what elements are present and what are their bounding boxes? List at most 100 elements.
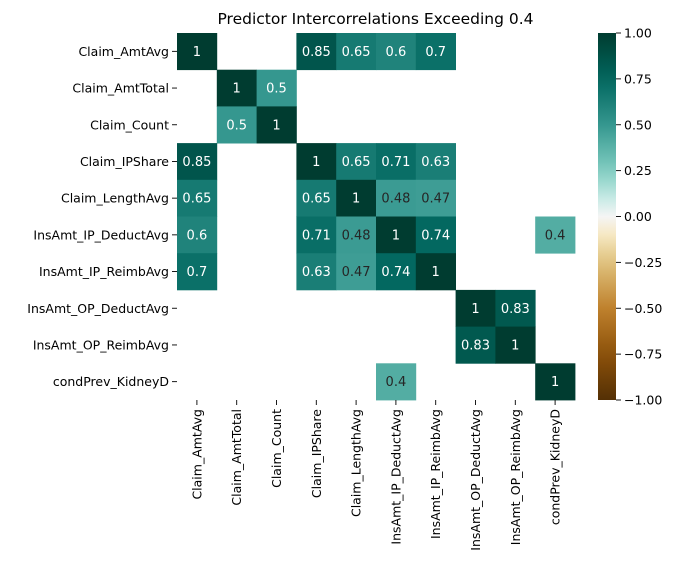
heatmap-cell xyxy=(177,179,218,217)
cell-value-label: 0.65 xyxy=(182,192,211,207)
colorbar: 1.00 0.75 0.50 0.25 0.00 −0.25 −0.50 −0.75 −1.00 xyxy=(598,26,662,408)
x-tick-label: InsAmt_IP_DeductAvg xyxy=(388,409,403,545)
cell-value-label: 0.83 xyxy=(501,302,530,317)
heatmap-cell xyxy=(376,253,417,291)
y-tick-label: Claim_IPShare xyxy=(80,154,169,169)
heatmap-cell xyxy=(336,179,377,217)
heatmap-cell xyxy=(177,216,218,254)
heatmap-cell xyxy=(296,216,337,254)
colorbar-tick-label: 0.50 xyxy=(624,117,652,132)
cell-value-label: 0.7 xyxy=(425,45,446,60)
heatmap-cell xyxy=(376,33,417,71)
y-tick-label: InsAmt_IP_ReimbAvg xyxy=(39,264,169,279)
colorbar-tick-label: −1.00 xyxy=(624,393,662,408)
heatmap-cell xyxy=(336,216,377,254)
x-tick-label: Claim_LengthAvg xyxy=(349,409,364,517)
heatmap-cell xyxy=(177,253,218,291)
cell-value-label: 0.65 xyxy=(342,45,371,60)
cell-value-label: 0.83 xyxy=(461,338,490,353)
colorbar-tick-label: −0.50 xyxy=(624,301,662,316)
cell-value-label: 0.5 xyxy=(226,118,247,133)
cell-value-label: 0.48 xyxy=(381,192,410,207)
y-tick-label: InsAmt_OP_ReimbAvg xyxy=(33,337,169,352)
heatmap-cell xyxy=(177,33,218,71)
heatmap-cell xyxy=(256,69,297,107)
heatmap-cell xyxy=(336,253,377,291)
y-tick-label: InsAmt_OP_DeductAvg xyxy=(27,301,169,316)
heatmap-cell xyxy=(376,179,417,217)
cell-value-label: 0.85 xyxy=(302,45,331,60)
heatmap-cells: 1 0.85 0.65 0.6 0.71 0.50.5 10.85 1 0.65 0.71 0.63… xyxy=(177,33,576,401)
cell-value-label: 1 xyxy=(392,228,400,243)
cell-value-label: 0.6 xyxy=(187,228,208,243)
colorbar-gradient xyxy=(598,33,616,400)
heatmap-cell xyxy=(415,33,456,71)
cell-value-label: 1 xyxy=(511,338,519,353)
x-tick-label: Claim_AmtTotal xyxy=(229,409,244,506)
colorbar-tick-label: −0.25 xyxy=(624,255,662,270)
heatmap-cell xyxy=(376,363,417,401)
cell-value-label: 1 xyxy=(432,265,440,280)
cell-value-label: 1 xyxy=(312,155,320,170)
heatmap-cell xyxy=(177,143,218,181)
heatmap-cell xyxy=(415,179,456,217)
heatmap-cell xyxy=(495,289,536,327)
cell-value-label: 1 xyxy=(471,302,479,317)
heatmap-cell xyxy=(535,216,576,254)
colorbar-tick-label: 0.75 xyxy=(624,71,652,86)
colorbar-tick-label: 1.00 xyxy=(624,26,652,41)
heatmap-cell xyxy=(415,143,456,181)
heatmap-cell xyxy=(296,143,337,181)
y-tick-label: InsAmt_IP_DeductAvg xyxy=(33,227,169,242)
cell-value-label: 1 xyxy=(272,118,280,133)
x-tick-label: InsAmt_OP_ReimbAvg xyxy=(508,409,523,545)
heatmap-cell xyxy=(336,33,377,71)
heatmap-cell xyxy=(495,326,536,364)
y-tick-label: Claim_LengthAvg xyxy=(61,191,169,206)
heatmap-cell xyxy=(376,216,417,254)
cell-value-label: 1 xyxy=(352,192,360,207)
heatmap-cell xyxy=(336,143,377,181)
heatmap-cell xyxy=(296,179,337,217)
heatmap-cell xyxy=(455,326,496,364)
y-tick-label: condPrev_KidneyD xyxy=(53,374,169,389)
x-tick-labels: Claim_AmtAvg Claim_AmtTotal Claim_Count Cla… xyxy=(189,400,563,551)
cell-value-label: 0.47 xyxy=(342,265,371,280)
heatmap-cell xyxy=(256,106,297,144)
x-tick-label: Claim_IPShare xyxy=(309,409,324,498)
cell-value-label: 1 xyxy=(233,82,241,97)
chart-title: Predictor Intercorrelations Exceeding 0.… xyxy=(217,10,533,28)
heatmap-cell xyxy=(216,69,257,107)
colorbar-tick-label: 0.00 xyxy=(624,209,652,224)
y-tick-label: Claim_AmtAvg xyxy=(78,44,169,59)
cell-value-label: 0.65 xyxy=(302,192,331,207)
heatmap-cell xyxy=(216,106,257,144)
heatmap-cell xyxy=(296,253,337,291)
x-tick-label: Claim_AmtAvg xyxy=(189,409,204,500)
heatmap-cell xyxy=(415,253,456,291)
cell-value-label: 1 xyxy=(551,375,559,390)
cell-value-label: 0.65 xyxy=(342,155,371,170)
cell-value-label: 0.7 xyxy=(187,265,208,280)
cell-value-label: 0.47 xyxy=(421,192,450,207)
colorbar-tick-label: −0.75 xyxy=(624,347,662,362)
x-tick-label: condPrev_KidneyD xyxy=(548,409,563,525)
cell-value-label: 0.71 xyxy=(302,228,331,243)
y-tick-label: Claim_Count xyxy=(90,117,169,132)
heatmap-cell xyxy=(535,363,576,401)
heatmap-cell xyxy=(296,33,337,71)
cell-value-label: 0.71 xyxy=(381,155,410,170)
cell-value-label: 0.4 xyxy=(386,375,407,390)
cell-value-label: 0.74 xyxy=(421,228,450,243)
x-tick-label: InsAmt_OP_DeductAvg xyxy=(468,409,483,551)
x-tick-label: Claim_Count xyxy=(269,409,284,488)
cell-value-label: 0.85 xyxy=(182,155,211,170)
cell-value-label: 0.48 xyxy=(342,228,371,243)
cell-value-label: 1 xyxy=(193,45,201,60)
cell-value-label: 0.63 xyxy=(421,155,450,170)
y-tick-label: Claim_AmtTotal xyxy=(72,81,169,96)
cell-value-label: 0.74 xyxy=(381,265,410,280)
cell-value-label: 0.4 xyxy=(545,228,566,243)
heatmap-cell xyxy=(376,143,417,181)
